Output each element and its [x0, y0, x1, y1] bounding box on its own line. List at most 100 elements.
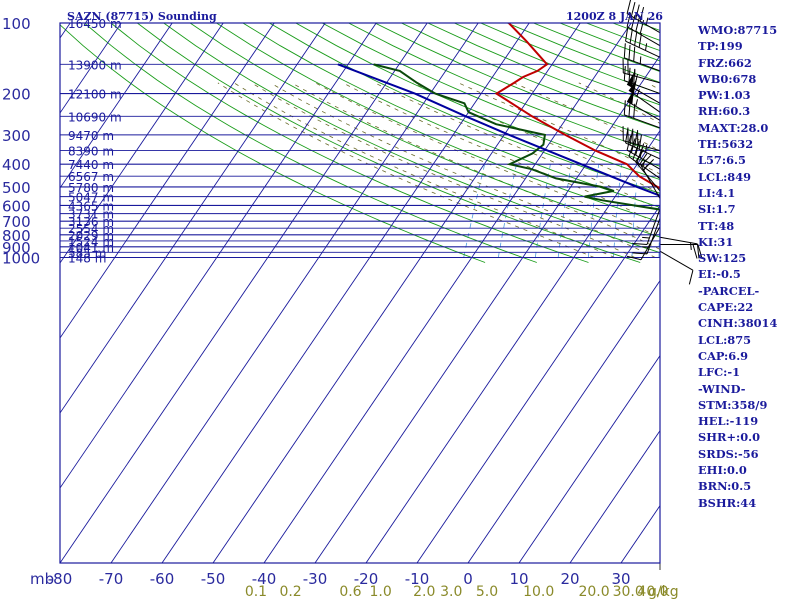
- mixing-ratio-tick-label: 5.0: [476, 584, 498, 600]
- temperature-tick-label: -20: [354, 570, 379, 588]
- dry-adiabat-line: [137, 23, 641, 263]
- wind-barb-shaft: [628, 89, 661, 113]
- mixing-ratio-tick-label: 0.1: [245, 584, 267, 600]
- wind-barb-flag: [628, 142, 635, 157]
- stat-line: FRZ:662: [698, 55, 752, 70]
- temperature-tick-label: 30: [611, 570, 630, 588]
- mixing-ratio-line: [497, 164, 517, 258]
- wind-barb-flag: [635, 149, 645, 163]
- dry-adiabat-line: [163, 23, 660, 254]
- plot-frame: [59, 22, 661, 564]
- stat-line: LFC:-1: [698, 365, 741, 380]
- pressure-tick-label: 700: [2, 213, 31, 231]
- wind-barb-flag: [697, 244, 703, 259]
- dry-adiabat-line: [60, 24, 486, 263]
- isotherm-line: [60, 23, 224, 264]
- dry-adiabat-line: [216, 23, 660, 223]
- wind-barb-flag: [623, 43, 626, 58]
- dry-adiabat-line: [321, 23, 660, 167]
- stat-line: -WIND-: [698, 381, 746, 396]
- wind-barb-flag: [633, 46, 636, 62]
- moist-adiabat-line: [291, 82, 660, 250]
- isotherm-line: [60, 23, 428, 563]
- wind-barb-flag: [688, 270, 694, 285]
- wind-barb: [628, 142, 661, 179]
- stat-line: BRN:0.5: [698, 479, 752, 494]
- pressure-tick-label: 500: [2, 179, 31, 197]
- height-label: 585 m: [68, 246, 106, 260]
- wind-barb-flag: [628, 102, 631, 117]
- wind-barb-flag: [626, 135, 632, 151]
- stat-line: STM:358/9: [698, 397, 768, 412]
- wind-barb-flag: [640, 154, 652, 166]
- mixing-ratio-tick-label: 20.0: [578, 584, 609, 600]
- wind-barb-shaft: [640, 226, 661, 260]
- stat-line: EHI:0.0: [698, 463, 747, 478]
- wind-barb-flag: [629, 28, 633, 44]
- height-label: 5780 m: [68, 181, 114, 195]
- wind-barb-pennant: [628, 78, 637, 94]
- mixing-ratio-tick-label: 0.2: [279, 584, 301, 600]
- wind-barb-flag: [628, 67, 631, 83]
- stat-line: PW:1.03: [698, 88, 751, 103]
- wind-barb-flag: [635, 4, 640, 19]
- parcel-trace: [337, 63, 660, 197]
- wind-barb-flag: [630, 1, 636, 17]
- wind-barb-flag: [630, 14, 636, 30]
- wind-barb-flag: [633, 69, 636, 85]
- stat-line: CAPE:22: [698, 300, 754, 315]
- wind-barb-shaft: [624, 114, 661, 129]
- stat-line: RH:60.3: [698, 104, 751, 119]
- height-label: 2029 m: [68, 229, 114, 243]
- stat-line: BSHR:44: [698, 495, 757, 510]
- stat-line: TH:5632: [698, 137, 754, 152]
- stat-line: SRDS:-56: [698, 446, 759, 461]
- isotherm-line: [60, 23, 377, 489]
- isotherm-line: [60, 23, 326, 414]
- wind-barb-shaft: [624, 57, 661, 72]
- temperature-tick-label: 20: [560, 570, 579, 588]
- height-label: 148 m: [68, 252, 106, 266]
- wind-barb-pennant: [627, 72, 635, 88]
- pressure-tick-label: 100: [2, 15, 31, 33]
- wind-barb: [623, 43, 661, 72]
- wind-barb: [626, 135, 661, 170]
- chart-title: SAZN (87715) Sounding: [67, 10, 217, 23]
- wind-barb-shaft: [626, 100, 661, 121]
- stat-line: KI:31: [698, 234, 734, 249]
- isotherm-line: [60, 23, 173, 189]
- height-label: 7440 m: [68, 158, 114, 172]
- isotherm-line: [314, 54, 660, 563]
- wind-barb-flag: [638, 134, 642, 150]
- dry-adiabat-line: [110, 23, 589, 263]
- wind-barb-flag: [626, 0, 632, 14]
- height-label: 8390 m: [68, 145, 114, 159]
- wind-barb-flag: [629, 130, 633, 146]
- wind-barb-flag: [632, 145, 639, 160]
- height-label: 9470 m: [68, 129, 114, 143]
- wind-barb-flag: [638, 33, 642, 48]
- wind-barb-flag: [634, 132, 638, 148]
- wind-barb-half-flag: [636, 89, 640, 97]
- wind-barb-flag: [643, 159, 654, 171]
- temperature-tick-label: 10: [509, 570, 528, 588]
- mixing-ratio-tick-label: 1.0: [370, 584, 392, 600]
- wind-barb-flag: [626, 12, 632, 27]
- wind-barb-flag: [625, 128, 629, 143]
- wind-barb-half-flag: [642, 236, 650, 239]
- mixing-ratio-line: [679, 164, 681, 257]
- height-label: 1041 m: [68, 241, 114, 255]
- wind-barb: [628, 78, 661, 113]
- wind-barb-flag: [632, 242, 648, 246]
- temperature-tick-label: -10: [405, 570, 430, 588]
- dewpoint-trace: [373, 63, 660, 211]
- dry-adiabat-line: [269, 23, 660, 194]
- stat-line: SW:125: [698, 251, 747, 266]
- temperature-tick-label: -50: [201, 570, 226, 588]
- temperature-tick-label: -30: [303, 570, 328, 588]
- temperature-tick-label: -60: [150, 570, 175, 588]
- wind-barb: [659, 250, 694, 285]
- wind-barb-shaft: [659, 250, 694, 271]
